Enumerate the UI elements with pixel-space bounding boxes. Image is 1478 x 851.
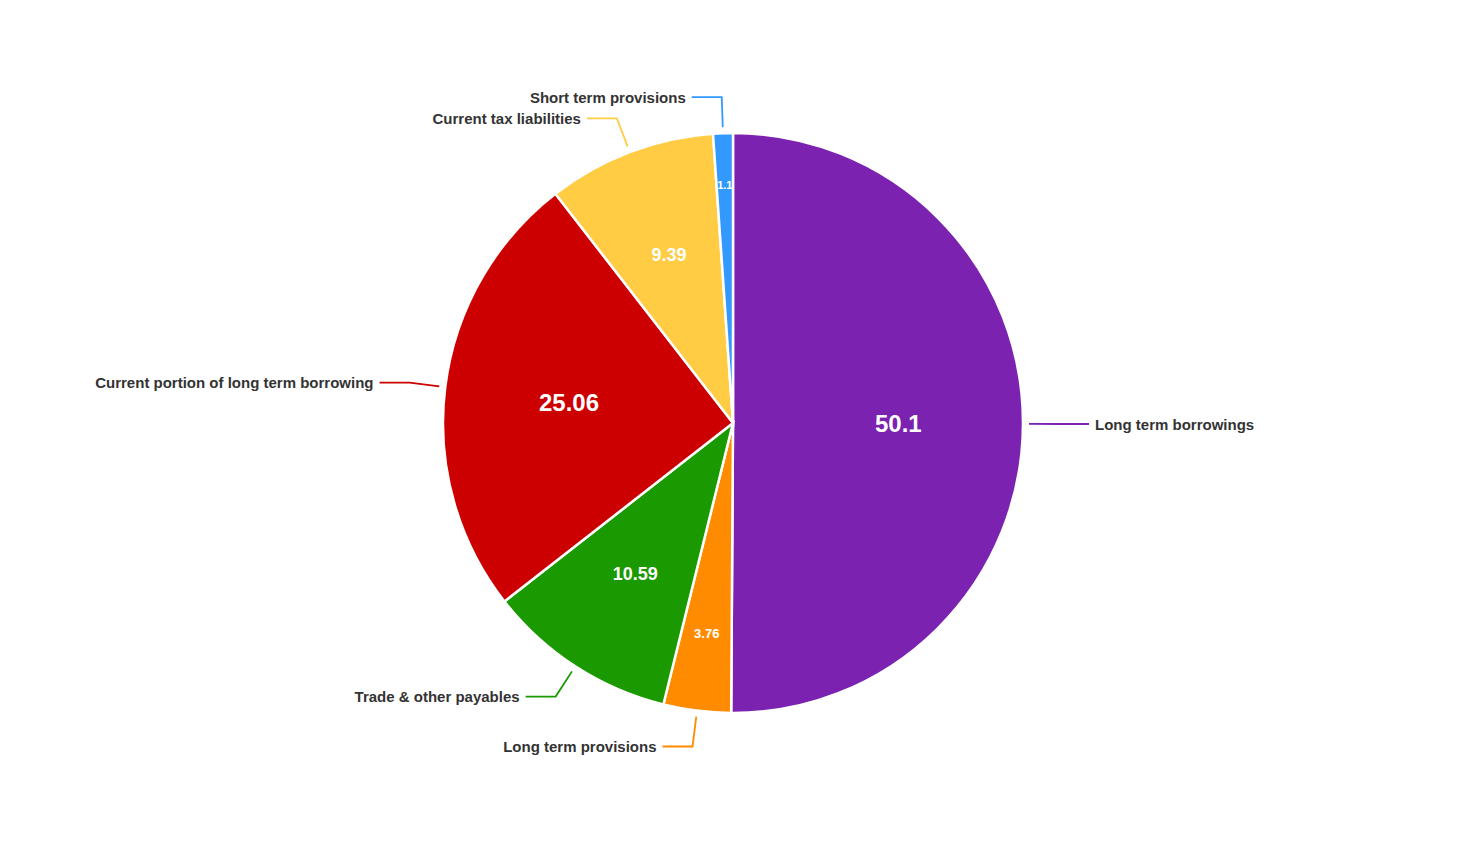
svg-text:9.39: 9.39	[651, 245, 686, 265]
svg-text:Current tax liabilities: Current tax liabilities	[433, 110, 581, 127]
svg-text:Long term borrowings: Long term borrowings	[1095, 416, 1254, 433]
svg-text:25.06: 25.06	[539, 389, 599, 416]
svg-text:Trade & other payables: Trade & other payables	[355, 688, 520, 705]
svg-text:Long term provisions: Long term provisions	[503, 738, 656, 755]
svg-text:3.76: 3.76	[694, 626, 719, 641]
svg-text:50.1: 50.1	[875, 410, 922, 437]
svg-text:Short term provisions: Short term provisions	[530, 89, 686, 106]
svg-text:10.59: 10.59	[613, 564, 658, 584]
svg-text:Current portion of long term b: Current portion of long term borrowing	[95, 374, 373, 391]
svg-text:1.1: 1.1	[717, 179, 732, 191]
